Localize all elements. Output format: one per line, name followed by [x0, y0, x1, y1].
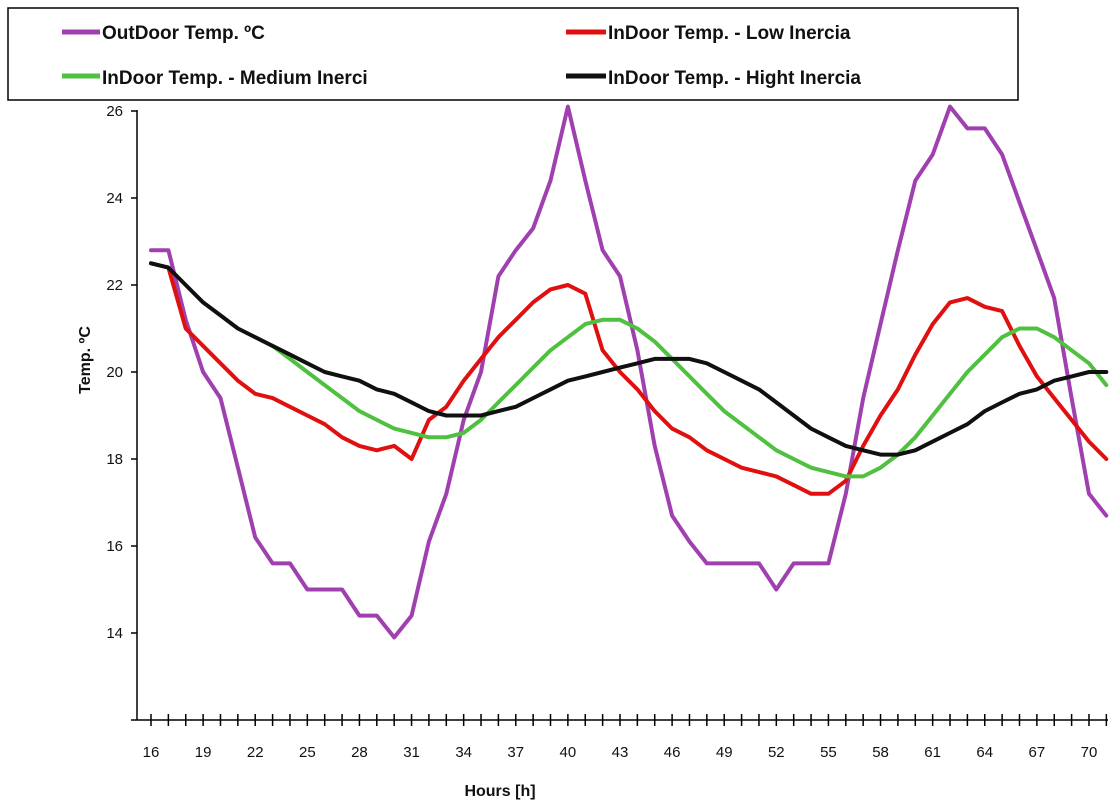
x-tick-label: 40: [560, 744, 577, 761]
x-tick-label: 61: [924, 744, 941, 761]
x-tick-label: 67: [1029, 744, 1046, 761]
x-tick-label: 37: [507, 744, 524, 761]
x-tick-label: 58: [872, 744, 889, 761]
plot-area: 14 16 18 20 22 24 26 16 19 22 25 28 31 34 37 40 43 46 49 5…: [106, 103, 1109, 761]
y-tick-label: 24: [106, 190, 123, 207]
x-tick-label: 34: [455, 744, 472, 761]
x-tick-label: 46: [664, 744, 681, 761]
legend-item-1: InDoor Temp. - Low Inercia: [566, 23, 851, 44]
legend-label-0: OutDoor Temp. ºC: [102, 23, 265, 44]
x-tick-label: 22: [247, 744, 264, 761]
legend-frame: [7, 7, 1019, 101]
legend-item-2: InDoor Temp. - Medium Inerci: [62, 68, 368, 89]
legend-item-3: InDoor Temp. - Hight Inercia: [566, 68, 861, 89]
x-tick-label: 43: [612, 744, 629, 761]
y-tick-label: 16: [106, 538, 123, 555]
x-tick-label: 52: [768, 744, 785, 761]
x-axis-title: Hours [h]: [464, 783, 535, 800]
y-tick-label: 18: [106, 451, 123, 468]
series-lines: [149, 104, 1109, 640]
legend-item-0: OutDoor Temp. ºC: [62, 23, 265, 44]
x-tick-label: 70: [1081, 744, 1098, 761]
series-line-3: [149, 261, 1109, 457]
y-tick-label: 22: [106, 277, 123, 294]
x-tick-label: 55: [820, 744, 837, 761]
x-tick-label: 16: [143, 744, 160, 761]
x-axis-ticks: 16 19 22 25 28 31 34 37 40 43 46 49 52 55 58 61 64 67 70: [143, 714, 1108, 761]
x-tick-label: 28: [351, 744, 368, 761]
series-line-2: [270, 317, 1109, 479]
legend-label-2: InDoor Temp. - Medium Inerci: [102, 68, 368, 89]
series-line-1: [149, 261, 1109, 496]
x-tick-label: 64: [976, 744, 993, 761]
y-axis-ticks: 14 16 18 20 22 24 26: [106, 103, 137, 721]
x-tick-label: 31: [403, 744, 420, 761]
y-tick-label: 14: [106, 625, 123, 642]
x-tick-label: 25: [299, 744, 316, 761]
y-axis-title: Temp. ºC: [77, 326, 94, 394]
legend: OutDoor Temp. ºC InDoor Temp. - Low Iner…: [7, 7, 1019, 101]
x-tick-label: 19: [195, 744, 212, 761]
legend-label-3: InDoor Temp. - Hight Inercia: [608, 68, 861, 89]
y-tick-label: 26: [106, 103, 123, 120]
x-tick-label: 49: [716, 744, 733, 761]
legend-label-1: InDoor Temp. - Low Inercia: [608, 23, 851, 44]
y-tick-label: 20: [106, 364, 123, 381]
series-line-0: [149, 104, 1109, 640]
